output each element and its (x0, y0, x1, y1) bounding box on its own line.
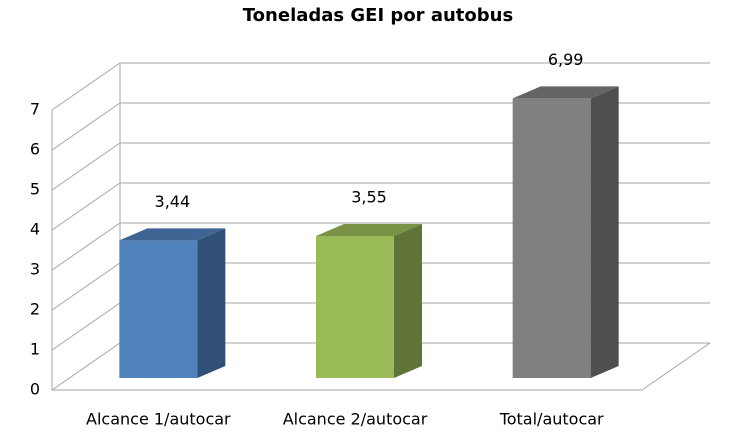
bar-top (119, 228, 226, 241)
bar (316, 224, 422, 378)
x-tick-label: Alcance 2/autocar (283, 410, 428, 429)
bar-side (197, 228, 226, 378)
y-tick-label: 2 (30, 300, 40, 319)
y-tick-label: 0 (30, 380, 40, 399)
x-tick-label: Alcance 1/autocar (86, 410, 231, 429)
y-tick-label: 3 (30, 260, 40, 279)
chart-title: Toneladas GEI por autobus (243, 5, 513, 26)
value-label: 3,55 (351, 188, 387, 207)
bar-top (512, 86, 619, 99)
bar-front (119, 240, 198, 378)
bar-side (590, 86, 619, 379)
bar-front (512, 98, 591, 379)
bar-front (316, 236, 394, 378)
bar (512, 86, 619, 379)
y-tick-label: 7 (30, 100, 40, 119)
y-tick-label: 4 (30, 220, 40, 239)
value-label: 6,99 (548, 50, 584, 69)
bar-top (316, 224, 422, 236)
y-tick-label: 1 (30, 340, 40, 359)
bar (119, 228, 226, 378)
value-label: 3,44 (155, 192, 191, 211)
floor-edge (52, 342, 711, 391)
grid-line (51, 62, 710, 111)
y-tick-label: 5 (30, 180, 40, 199)
y-tick-label: 6 (30, 140, 40, 159)
bar-side (394, 224, 422, 378)
x-tick-label: Total/autocar (499, 410, 604, 429)
